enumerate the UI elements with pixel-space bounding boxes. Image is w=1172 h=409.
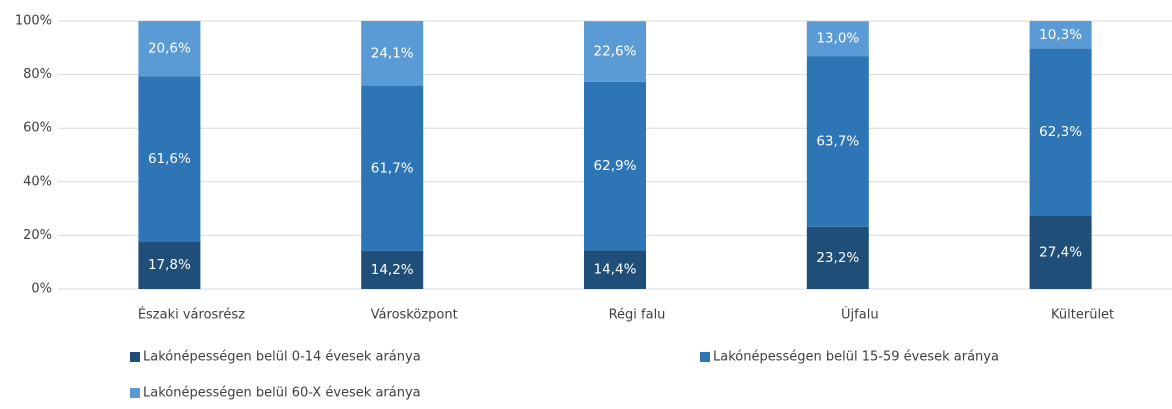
y-tick-label: 20% <box>23 228 52 243</box>
legend-swatch <box>130 388 140 398</box>
bar-segment <box>361 250 424 289</box>
data-label: 27,4% <box>1039 244 1082 260</box>
data-label: 61,7% <box>371 160 414 176</box>
data-label: 62,9% <box>594 158 637 174</box>
bar-segment <box>1029 48 1092 216</box>
legend-label: Lakónépességen belül 60-X évesek aránya <box>143 386 421 401</box>
bar-segment <box>584 250 646 289</box>
bar-segment <box>361 21 424 86</box>
y-tick-label: 80% <box>23 67 52 82</box>
data-label: 14,4% <box>594 262 637 278</box>
bar-segment <box>1029 21 1092 49</box>
data-label: 24,1% <box>371 45 414 61</box>
x-tick-label: Északi városrész <box>138 307 245 323</box>
data-label: 61,6% <box>148 151 191 167</box>
x-tick-label: Külterület <box>1051 308 1114 323</box>
legend-label: Lakónépességen belül 0-14 évesek aránya <box>143 350 421 365</box>
data-label: 14,2% <box>371 262 414 278</box>
data-label: 22,6% <box>594 44 637 60</box>
bar-segment <box>138 76 201 242</box>
bar-segment <box>584 81 646 251</box>
bar-segment <box>361 85 424 251</box>
y-tick-label: 100% <box>15 14 52 29</box>
x-tick-label: Városközpont <box>371 308 458 323</box>
legend-swatch <box>700 352 710 362</box>
data-label: 23,2% <box>816 250 859 266</box>
bar-segment <box>138 241 201 289</box>
data-label: 10,3% <box>1039 27 1082 43</box>
bar-segment <box>138 21 201 77</box>
data-label: 62,3% <box>1039 124 1082 140</box>
bar-segment <box>806 21 869 57</box>
bar-segment <box>1029 215 1092 289</box>
y-tick-label: 60% <box>23 121 52 136</box>
bar-segment <box>806 226 869 289</box>
bar-segment <box>584 21 646 82</box>
data-label: 63,7% <box>816 133 859 149</box>
y-tick-label: 40% <box>23 174 52 189</box>
data-label: 17,8% <box>148 257 191 273</box>
x-tick-label: Újfalu <box>841 307 879 323</box>
data-label: 13,0% <box>816 31 859 47</box>
legend-swatch <box>130 352 140 362</box>
legend-label: Lakónépességen belül 15-59 évesek aránya <box>713 350 999 365</box>
y-tick-label: 0% <box>31 282 52 297</box>
data-label: 20,6% <box>148 41 191 57</box>
bar-segment <box>806 56 869 227</box>
x-tick-label: Régi falu <box>609 308 666 323</box>
